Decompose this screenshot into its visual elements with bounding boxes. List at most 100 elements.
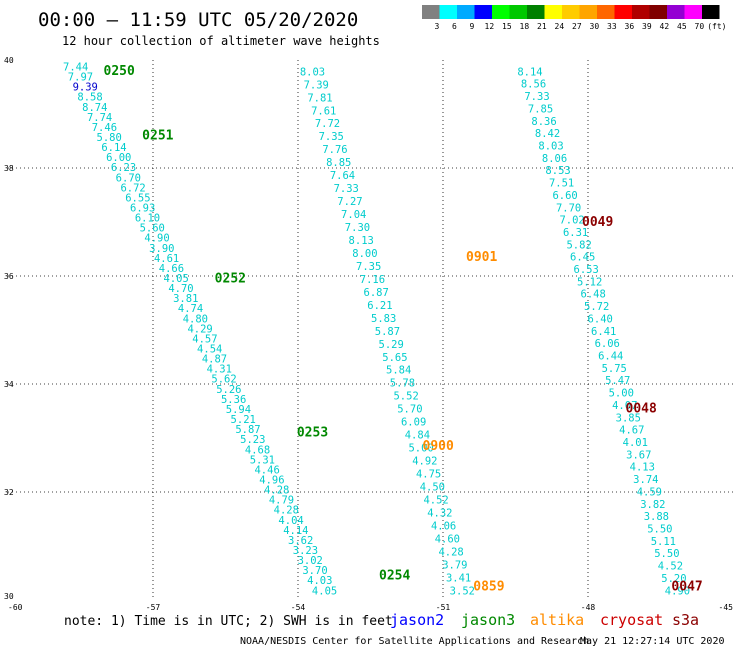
satellite-legend-s3a: s3a	[672, 611, 699, 629]
wave-height-value: 6.60	[552, 190, 577, 202]
pass-time-label: 0253	[297, 426, 328, 441]
wave-height-value: 8.00	[352, 248, 377, 260]
wave-height-value: 4.03	[307, 575, 332, 587]
chart-title: 00:00 – 11:59 UTC 05/20/2020	[38, 9, 358, 31]
wave-height-value: 4.54	[197, 344, 222, 356]
pass-time-label: 0048	[626, 401, 657, 416]
wave-height-value: 3.90	[149, 243, 174, 255]
scale-swatch	[474, 5, 492, 19]
wave-height-value: 7.16	[360, 274, 385, 286]
pass-time-label: 0047	[671, 580, 702, 595]
wave-height-value: 7.72	[315, 118, 340, 130]
wave-height-value: 4.28	[438, 546, 463, 558]
axis-tick-labels: -60 -57 -54 -51 -48 -45 30 32 34 36 38 40	[4, 56, 733, 612]
wave-height-value: 6.31	[563, 227, 588, 239]
wave-height-value: 7.02	[559, 215, 584, 227]
footer-credit: NOAA/NESDIS Center for Satellite Applica…	[240, 636, 589, 647]
wave-height-value: 5.50	[647, 524, 672, 536]
scale-swatch	[562, 5, 580, 19]
wave-height-value: 4.32	[427, 507, 452, 519]
wave-height-value: 4.66	[159, 263, 184, 275]
wave-height-value: 4.70	[168, 283, 193, 295]
x-tick-label: -54	[291, 603, 306, 612]
y-tick-label: 36	[4, 272, 14, 281]
wave-height-value: 7.64	[330, 170, 355, 182]
wave-height-value: 4.05	[164, 273, 189, 285]
wave-height-value: 4.46	[254, 464, 279, 476]
wave-height-value: 3.70	[302, 565, 327, 577]
wave-height-value: 4.87	[202, 354, 227, 366]
wave-height-value: 6.44	[598, 351, 623, 363]
wave-height-value: 5.87	[235, 424, 260, 436]
scale-label: (ft)	[707, 22, 726, 31]
scale-label: 6	[452, 22, 457, 31]
wave-height-value: 6.45	[570, 252, 595, 264]
wave-height-value: 4.13	[630, 462, 655, 474]
wave-height-value: 6.87	[364, 287, 389, 299]
pass-time-label: 0252	[215, 272, 246, 287]
wave-height-value: 4.75	[416, 469, 441, 481]
units-note: note: 1) Time is in UTC; 2) SWH is in fe…	[64, 614, 393, 629]
scale-label: 36	[625, 22, 635, 31]
wave-height-value: 6.41	[591, 326, 616, 338]
wave-height-value: 6.00	[106, 152, 131, 164]
wave-height-value: 3.85	[616, 412, 641, 424]
scale-swatch	[667, 5, 685, 19]
scale-swatch	[614, 5, 632, 19]
wave-height-value: 6.53	[574, 264, 599, 276]
wave-height-value: 3.67	[626, 449, 651, 461]
y-tick-label: 38	[4, 164, 14, 173]
wave-height-value: 8.14	[517, 66, 542, 78]
wave-height-value: 6.93	[130, 203, 155, 215]
scale-label: 33	[607, 22, 617, 31]
wave-height-value: 5.83	[371, 313, 396, 325]
wave-height-value: 8.36	[531, 116, 556, 128]
scale-swatch	[544, 5, 562, 19]
scale-label: 70	[695, 22, 705, 31]
wave-height-value: 5.23	[240, 434, 265, 446]
wave-height-value: 8.06	[542, 153, 567, 165]
scale-label: 18	[520, 22, 530, 31]
wave-height-value: 7.44	[63, 61, 88, 73]
scale-swatch	[684, 5, 702, 19]
scale-swatch	[439, 5, 457, 19]
wave-height-value: 4.01	[623, 437, 648, 449]
wave-height-value: 5.65	[382, 352, 407, 364]
x-tick-label: -51	[436, 603, 451, 612]
satellite-legend-jason3: jason3	[461, 611, 515, 629]
wave-height-value: 5.26	[216, 384, 241, 396]
pass-time-label: 0049	[582, 215, 613, 230]
wave-height-value: 5.62	[211, 374, 236, 386]
scale-label: 39	[642, 22, 652, 31]
scale-swatch	[632, 5, 650, 19]
wave-height-value: 6.14	[101, 142, 126, 154]
wave-height-value: 9.39	[73, 82, 98, 94]
altimeter-tracks: 7.447.979.398.588.747.747.465.806.146.00…	[63, 61, 703, 597]
wave-height-value: 7.74	[87, 112, 112, 124]
wave-height-value: 5.47	[605, 375, 630, 387]
pass-time-label: 0251	[142, 129, 173, 144]
wave-height-value: 3.41	[446, 572, 471, 584]
wave-height-value: 5.12	[577, 276, 602, 288]
x-tick-label: -60	[8, 603, 23, 612]
wave-height-value: 7.35	[356, 261, 381, 273]
x-tick-label: -57	[146, 603, 161, 612]
wave-height-value: 8.42	[535, 128, 560, 140]
wave-height-value: 3.81	[173, 293, 198, 305]
scale-swatch	[597, 5, 615, 19]
wave-height-value: 5.11	[651, 536, 676, 548]
scale-swatch	[702, 5, 720, 19]
wave-height-value: 8.13	[349, 235, 374, 247]
wave-height-value: 4.59	[637, 486, 662, 498]
wave-height-value: 4.68	[245, 444, 270, 456]
wave-height-value: 7.46	[92, 122, 117, 134]
wave-height-value: 5.78	[390, 378, 415, 390]
track-s3a: 8.148.567.337.858.368.428.038.068.537.51…	[517, 66, 702, 597]
satellite-legend-jason2: jason2	[390, 611, 444, 629]
wave-height-value: 4.52	[423, 494, 448, 506]
wave-height-value: 4.90	[665, 585, 690, 597]
wave-height-value: 6.72	[120, 182, 145, 194]
scale-swatch	[492, 5, 510, 19]
wave-height-value: 5.50	[654, 548, 679, 560]
wave-height-value: 5.00	[408, 443, 433, 455]
